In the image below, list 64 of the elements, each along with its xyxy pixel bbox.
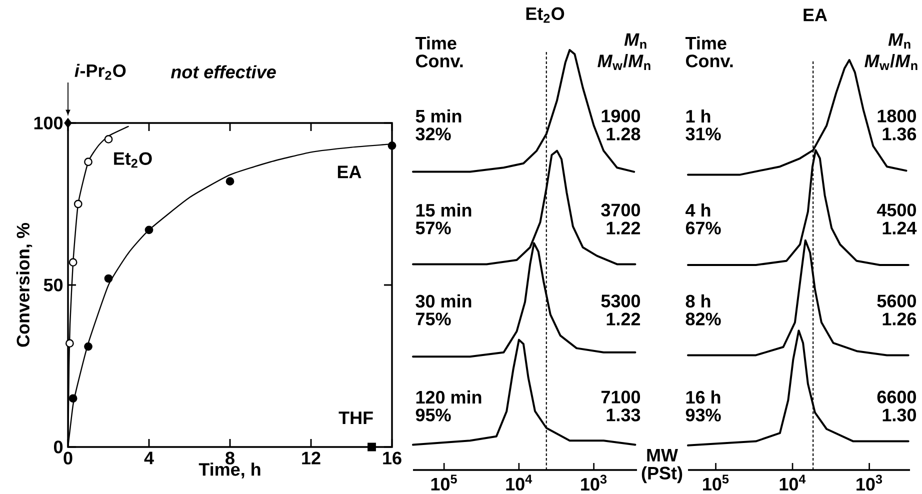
annotation: 1900 — [602, 110, 640, 122]
annotation: 1.22 — [606, 312, 640, 326]
text: M$_{n}$ — [888, 33, 910, 49]
x-tick-label: 10$^{4}$ — [506, 474, 532, 491]
y-axis-title: Conversion, % — [16, 222, 32, 347]
y-tick-label: 50 — [44, 278, 63, 292]
y-tick-label: 0 — [54, 440, 63, 454]
annotation: 95% — [416, 408, 451, 422]
annotation: 4500 — [876, 204, 916, 216]
x-tick-label: 4 — [144, 452, 154, 464]
annotation: 1.30 — [882, 408, 916, 422]
annotation: M$_{w}$/M$_{n}$ — [598, 54, 650, 70]
text: M$_{n}$ — [624, 33, 646, 49]
x-axis-title: MW (PSt) — [642, 448, 682, 484]
annotation: 30 min — [416, 294, 472, 308]
x-axis-title: Time, h — [198, 462, 260, 478]
annotation: 1.28 — [606, 128, 640, 140]
annotation: M$_{w}$/M$_{n}$ — [864, 54, 918, 70]
annotation: 82% — [686, 312, 721, 326]
annotation: 1.24 — [882, 222, 917, 234]
annotation: 5300 — [601, 294, 640, 308]
annotation: 8 h — [686, 294, 710, 308]
series-label: THF — [338, 412, 373, 424]
annotation: 3700 — [601, 204, 640, 216]
annotation: 1 h — [686, 109, 710, 123]
annotation: 1800 — [878, 110, 916, 122]
chart-title: EA — [804, 8, 828, 22]
chart-title: Et$_{2}$O — [526, 7, 564, 23]
text: Time — [685, 36, 726, 50]
annotation: 32% — [416, 128, 451, 140]
annotation: 75% — [416, 312, 451, 326]
x-tick-label: 10$^{3}$ — [581, 474, 607, 491]
text: not effective — [170, 65, 276, 78]
x-tick-label: 10$^{5}$ — [703, 474, 729, 491]
annotation: Conv. — [416, 54, 463, 68]
x-tick-label: 10$^{5}$ — [431, 474, 457, 491]
x-tick-label: 0 — [64, 452, 72, 464]
annotation: 1.26 — [882, 312, 916, 326]
annotation: 67% — [686, 222, 721, 234]
annotation: 1.36 — [882, 128, 916, 140]
annotation: 15 min — [416, 203, 472, 217]
annotation: 120 min — [416, 390, 482, 404]
annotation: 5600 — [877, 294, 916, 308]
x-tick-label: 10$^{3}$ — [856, 474, 882, 491]
x-tick-label: 8 — [226, 452, 234, 464]
text: i-Pr$_{2}$O — [74, 64, 126, 80]
annotation: 16 h — [686, 390, 720, 404]
annotation: Conv. — [686, 54, 733, 68]
legend-label: Et$_{2}$O — [114, 152, 152, 168]
annotation: 6600 — [877, 390, 916, 404]
annotation: 1.22 — [606, 222, 640, 234]
annotation: 31% — [686, 128, 721, 140]
annotation: 93% — [686, 408, 721, 422]
x-tick-label: 16 — [383, 452, 402, 464]
annotation: 57% — [416, 222, 451, 234]
annotation: 1.33 — [606, 408, 640, 422]
annotation: 4 h — [686, 203, 710, 217]
y-tick-label: 100 — [34, 116, 63, 130]
x-tick-label: 10$^{4}$ — [780, 474, 806, 491]
text: Time — [415, 36, 456, 50]
x-tick-label: 12 — [302, 452, 320, 464]
series-label: EA — [338, 166, 362, 178]
annotation: 5 min — [416, 109, 462, 123]
annotation: 7100 — [601, 390, 640, 404]
